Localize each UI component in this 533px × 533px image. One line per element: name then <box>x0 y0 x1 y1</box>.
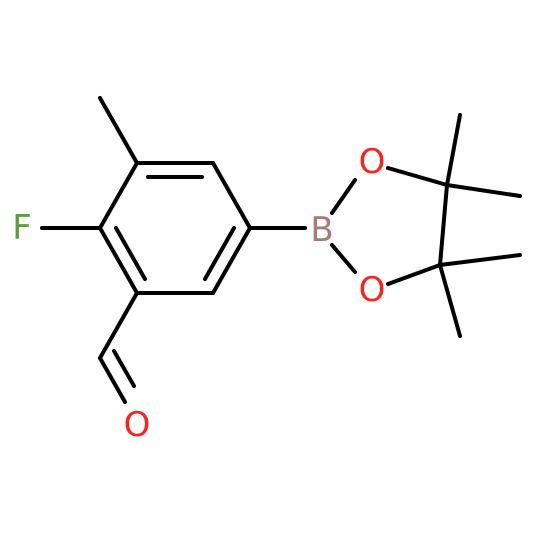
bond <box>445 183 522 198</box>
bonds <box>40 96 522 404</box>
bond <box>98 96 139 165</box>
bond <box>330 178 357 215</box>
atom-label: O <box>124 405 151 445</box>
bond <box>438 263 462 338</box>
atom-label: B <box>310 210 333 250</box>
bond <box>438 183 449 267</box>
bond <box>211 226 252 295</box>
atom-label: F <box>12 208 32 248</box>
bond <box>445 113 462 187</box>
atom-label: O <box>359 142 386 182</box>
double-bond-line <box>112 349 136 388</box>
bond <box>330 243 357 274</box>
bond <box>98 161 139 230</box>
bond <box>98 226 139 295</box>
double-bond-line <box>203 226 236 281</box>
bond <box>386 263 442 286</box>
double-bond-line <box>114 226 147 281</box>
bond <box>211 161 252 230</box>
atom-label: O <box>359 270 386 310</box>
bond <box>98 291 139 360</box>
bond <box>386 166 449 187</box>
bond <box>438 253 522 267</box>
bond <box>98 356 127 404</box>
